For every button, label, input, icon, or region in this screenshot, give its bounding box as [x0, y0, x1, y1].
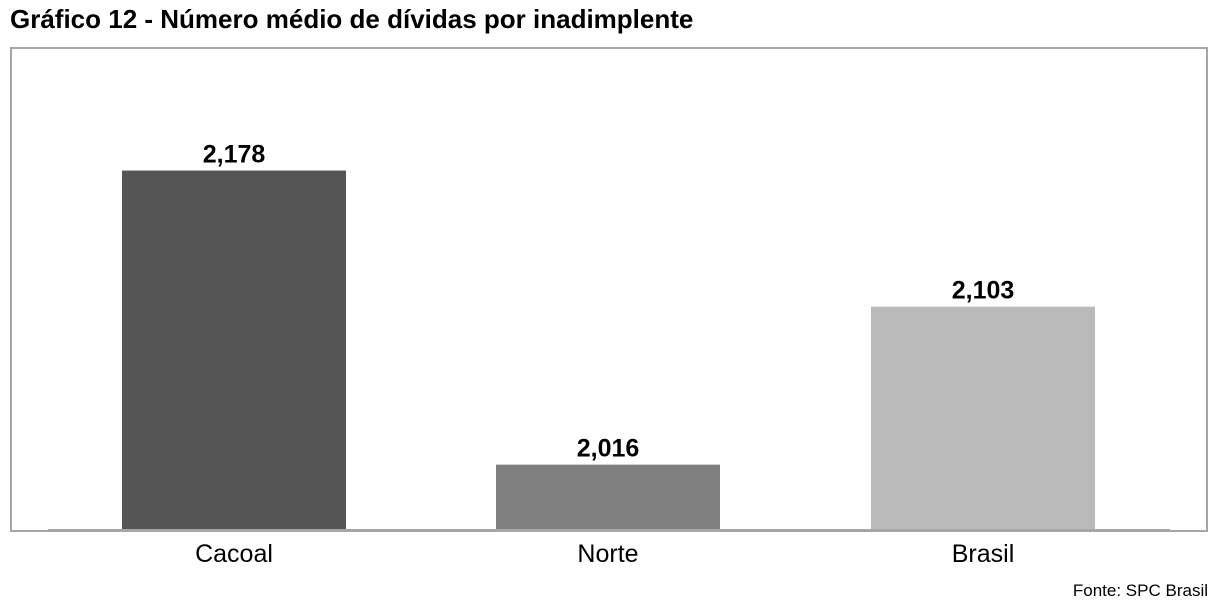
- bar-cacoal: [122, 170, 346, 531]
- data-label-cacoal: 2,178: [203, 141, 266, 169]
- category-label-cacoal: Cacoal: [195, 540, 273, 568]
- source-note: Fonte: SPC Brasil: [1072, 581, 1208, 600]
- category-label-brasil: Brasil: [952, 540, 1015, 568]
- bar-brasil: [871, 306, 1095, 530]
- category-label-norte: Norte: [577, 540, 638, 568]
- chart-title: Gráfico 12 - Número médio de dívidas por…: [10, 4, 694, 34]
- bar-norte: [496, 464, 720, 530]
- data-label-brasil: 2,103: [952, 277, 1015, 305]
- data-label-norte: 2,016: [577, 435, 640, 463]
